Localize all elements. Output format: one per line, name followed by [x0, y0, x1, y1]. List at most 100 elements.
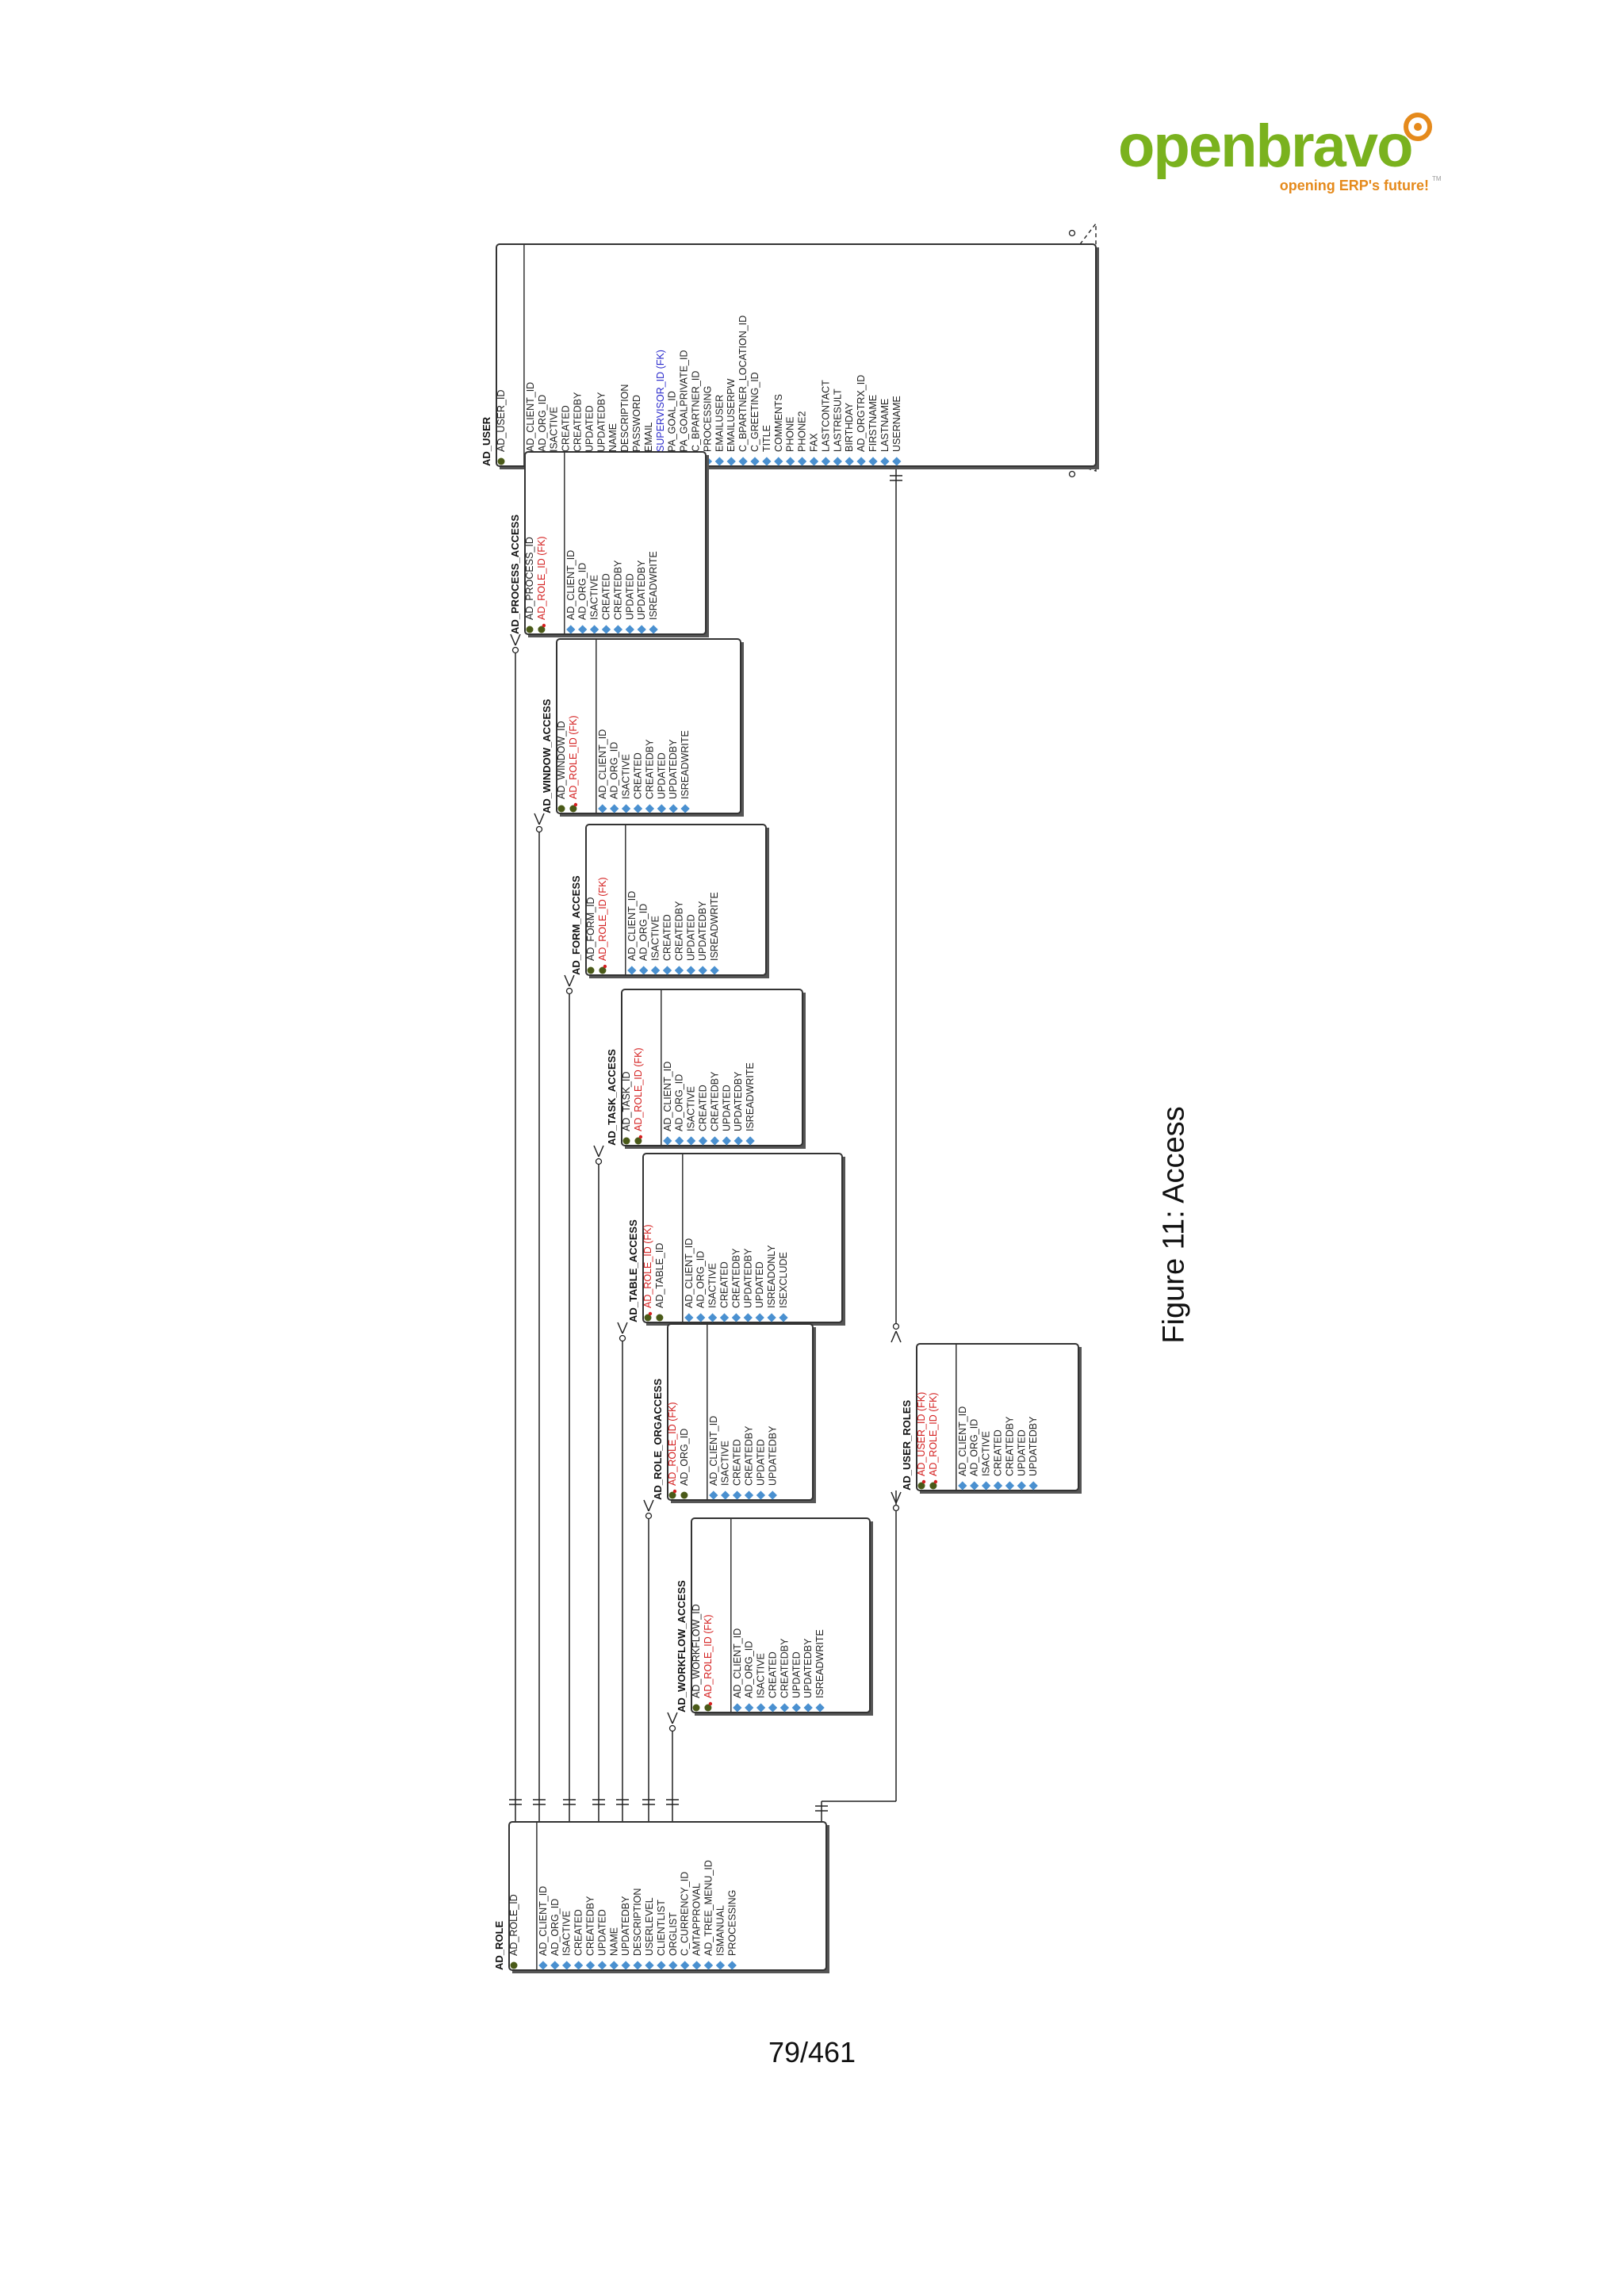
optional-marker-icon	[1068, 470, 1076, 478]
column-row: ISACTIVE	[589, 575, 600, 634]
table-box	[642, 1153, 843, 1323]
column-label: CLIENTLIST	[656, 1900, 667, 1956]
attribute-icon	[562, 1961, 572, 1970]
column-row: ISREADWRITE	[680, 730, 691, 813]
attribute-icon	[868, 457, 878, 466]
column-row: AD_ORG_ID	[577, 563, 588, 634]
attribute-icon	[633, 1961, 642, 1970]
column-row: CREATED	[633, 752, 644, 813]
attribute-icon	[791, 1703, 801, 1712]
column-row: CLIENTLIST	[656, 1900, 667, 1970]
column-label: AD_ORG_ID	[679, 1429, 690, 1486]
one-marker-icon	[815, 1805, 828, 1812]
column-label: ISACTIVE	[549, 407, 560, 452]
crowfoot-icon	[891, 1491, 902, 1512]
column-label: UPDATEDBY	[742, 1248, 753, 1308]
column-label: UPDATEDBY	[802, 1638, 814, 1698]
attribute-icon	[650, 966, 661, 975]
column-row: CREATED	[732, 1439, 743, 1500]
optional-marker-icon	[1068, 229, 1076, 237]
column-label: NAME	[608, 1927, 619, 1956]
column-label: AD_WORKFLOW_ID	[691, 1604, 702, 1698]
attribute-icon	[722, 1136, 731, 1146]
column-label: EMAILUSER	[714, 395, 725, 452]
column-label: FIRSTNAME	[868, 395, 879, 452]
foreign-key-icon	[917, 1482, 925, 1490]
column-label: BIRTHDAY	[844, 402, 855, 452]
key-row: AD_ROLE_ID (FK)	[536, 536, 547, 633]
attribute-icon	[726, 457, 736, 466]
entity-ad-process-access: AD_PROCESS_ACCESS AD_PROCESS_ID AD_ROLE_ID…	[509, 451, 709, 637]
column-row: CREATEDBY	[585, 1896, 596, 1970]
column-label: ISACTIVE	[621, 754, 632, 799]
entity-ad-user-roles: AD_USER_ROLES AD_USER_ID (FK) AD_ROLE_ID (…	[901, 1343, 1082, 1494]
column-label: AD_ROLE_ID (FK)	[568, 715, 579, 799]
column-label: LASTRESULT	[832, 388, 843, 452]
key-icon	[497, 457, 505, 465]
column-row: LASTRESULT	[832, 388, 843, 466]
column-row: FAX	[809, 433, 820, 466]
attribute-icon	[745, 1136, 755, 1146]
attribute-icon	[598, 804, 607, 813]
attribute-icon	[732, 1490, 742, 1500]
column-label: AD_ROLE_ID (FK)	[928, 1392, 939, 1476]
fk-marker-icon	[921, 1479, 926, 1484]
column-label: CREATEDBY	[612, 560, 623, 620]
attribute-icon	[744, 1490, 754, 1500]
column-label: TITLE	[761, 425, 772, 452]
column-label: DESCRIPTION	[632, 1888, 643, 1956]
column-label: AD_TREE_MENU_ID	[703, 1860, 714, 1956]
key-row: AD_ROLE_ID (FK)	[667, 1402, 678, 1499]
attribute-icon	[880, 457, 890, 466]
column-row: ISREADWRITE	[745, 1062, 756, 1146]
column-label: ORGLIST	[668, 1912, 679, 1956]
column-label: UPDATEDBY	[636, 560, 647, 620]
attribute-icon	[714, 457, 724, 466]
column-row: C_BPARTNER_LOCATION_ID	[737, 316, 749, 466]
key-row: AD_ROLE_ID	[508, 1894, 519, 1969]
attribute-icon	[892, 457, 902, 466]
key-row: AD_ROLE_ID (FK)	[568, 715, 579, 813]
column-label: AMTAPPROVAL	[691, 1883, 703, 1956]
column-row: UPDATED	[596, 1909, 607, 1970]
column-row: UPDATED	[754, 1261, 765, 1322]
one-marker-icon	[592, 1799, 605, 1805]
attribute-icon	[696, 1313, 706, 1322]
column-row: UPDATEDBY	[697, 901, 708, 975]
key-row: AD_WINDOW_ID	[556, 721, 567, 813]
column-label: CREATEDBY	[673, 901, 684, 961]
column-label: UPDATEDBY	[1028, 1416, 1039, 1476]
column-label: ISREADWRITE	[648, 551, 659, 620]
foreign-key-icon	[668, 1491, 676, 1499]
column-label: CREATEDBY	[585, 1896, 596, 1956]
key-icon	[587, 966, 595, 974]
column-label: AD_ROLE_ID (FK)	[597, 877, 608, 961]
key-row: AD_TASK_ID	[621, 1072, 632, 1145]
column-label: CREATED	[732, 1439, 743, 1486]
column-row: UPDATEDBY	[620, 1896, 631, 1970]
column-label: AD_ORG_ID	[695, 1251, 707, 1308]
entity-ad-table-access: AD_TABLE_ACCESS AD_ROLE_ID (FK) AD_TABLE_I…	[627, 1153, 845, 1326]
attribute-icon	[1028, 1481, 1038, 1490]
key-icon	[622, 1137, 630, 1145]
attribute-icon	[786, 457, 795, 466]
column-label: UPDATED	[721, 1085, 732, 1131]
attribute-icon	[538, 1961, 548, 1970]
column-row: UPDATEDBY	[802, 1638, 814, 1712]
column-label: ISREADWRITE	[745, 1062, 756, 1131]
relationship-lines	[509, 221, 1097, 1822]
attribute-icon	[566, 625, 576, 634]
fk-marker-icon	[542, 623, 546, 628]
column-row: UPDATEDBY	[742, 1248, 753, 1322]
key-row: AD_USER_ID	[496, 390, 507, 465]
column-label: PA_GOAL_ID	[667, 391, 678, 452]
attribute-icon	[833, 457, 842, 466]
column-label: USERNAME	[891, 396, 902, 452]
column-label: UPDATEDBY	[668, 739, 679, 799]
column-row: AD_CLIENT_ID	[684, 1238, 695, 1322]
column-label: CREATEDBY	[730, 1248, 741, 1308]
key-icon	[526, 626, 534, 633]
attribute-icon	[686, 966, 695, 975]
attribute-icon	[637, 625, 646, 634]
column-row: AD_CLIENT_ID	[538, 1886, 549, 1970]
